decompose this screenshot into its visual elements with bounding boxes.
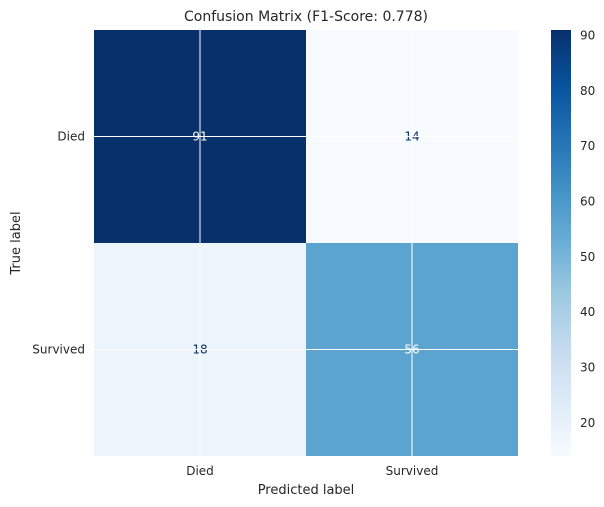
x-tick-label: Died [186,464,214,478]
colorbar-tick-label: 40 [580,305,595,319]
chart-title: Confusion Matrix (F1-Score: 0.778) [184,9,428,25]
y-axis-label: True label [9,211,24,275]
colorbar-ticks: 20 30 40 50 60 70 80 90 [580,29,595,430]
x-axis-ticks: Died Survived [186,464,438,478]
heatmap-grid [94,30,518,456]
colorbar-tick-label: 90 [580,29,595,43]
colorbar-tick-label: 70 [580,139,595,153]
colorbar-tick-label: 80 [580,84,595,98]
y-tick-label: Died [57,130,85,144]
y-tick-label: Survived [32,343,85,357]
colorbar-tick-label: 20 [580,416,595,430]
colorbar [551,30,571,456]
colorbar-tick-label: 50 [580,250,595,264]
colorbar-tick-label: 30 [580,360,595,374]
colorbar-tick-label: 60 [580,195,595,209]
x-tick-label: Survived [386,464,439,478]
x-axis-label: Predicted label [258,483,355,498]
heatmap-cells [94,30,518,456]
y-axis-ticks: Died Survived [32,130,85,357]
